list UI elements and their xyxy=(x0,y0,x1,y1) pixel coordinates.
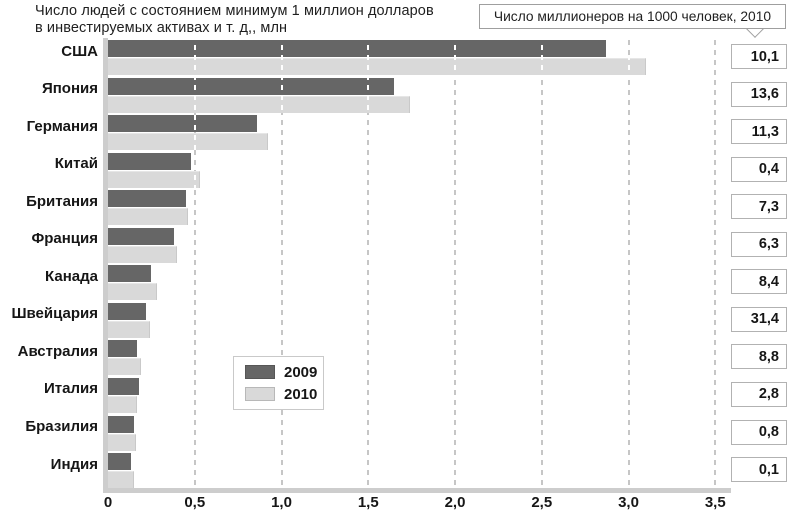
category-label: США xyxy=(61,42,98,60)
bar-2010 xyxy=(108,58,646,75)
gridline-overlay xyxy=(367,40,370,488)
bar-2009 xyxy=(108,302,147,320)
per-1000-value-box: 31,4 xyxy=(731,306,787,332)
x-axis-tick-label: 3,0 xyxy=(618,494,639,511)
category-label: Франция xyxy=(31,230,98,248)
x-axis-tick-label: 0 xyxy=(103,494,113,511)
bar-2009 xyxy=(108,340,138,358)
gridline-overlay xyxy=(193,40,196,488)
chart-title: Число людей с состоянием минимум 1 милли… xyxy=(35,3,434,37)
per-1000-value-box: 0,8 xyxy=(731,419,787,445)
bar-2010 xyxy=(108,395,138,413)
per-1000-value-box: 8,4 xyxy=(731,269,787,295)
chart-title-line1: Число людей с состоянием минимум 1 милли… xyxy=(35,3,434,19)
per-1000-value-box: 11,3 xyxy=(731,119,787,145)
bar-2009 xyxy=(108,190,187,208)
bar-2010 xyxy=(108,95,410,113)
bar-2009 xyxy=(108,77,395,95)
per-1000-value-box: 8,8 xyxy=(731,344,787,370)
category-label: Швейцария xyxy=(11,305,98,323)
bar-2009 xyxy=(108,377,140,395)
bar-2010 xyxy=(108,170,200,188)
x-axis-tick-label: 0,5 xyxy=(184,494,206,511)
bar-2009 xyxy=(108,415,135,433)
legend-entry-2009: 2009 xyxy=(245,364,323,381)
category-label: Австралия xyxy=(17,342,98,360)
bar-2009 xyxy=(108,152,192,170)
bar-2010 xyxy=(108,320,150,338)
category-label: Канада xyxy=(45,267,98,285)
x-axis-tick-label: 3,5 xyxy=(704,494,726,511)
legend-label-2009: 2009 xyxy=(284,363,318,381)
category-label: Германия xyxy=(26,117,98,135)
x-axis-tick-label: 2,5 xyxy=(531,494,553,511)
legend-label-2010: 2010 xyxy=(284,385,318,403)
per-1000-value-box: 6,3 xyxy=(731,231,787,257)
bar-2009 xyxy=(108,227,174,245)
gridline-overlay xyxy=(714,40,717,488)
per-1000-value-box: 0,4 xyxy=(731,156,787,182)
bar-2009 xyxy=(108,265,152,283)
bar-2010 xyxy=(108,208,188,226)
per-1000-value-box: 10,1 xyxy=(731,44,787,69)
per-1000-value-box: 13,6 xyxy=(731,81,787,107)
x-axis-tick-label: 2,0 xyxy=(444,494,466,511)
x-axis-tick-label: 1,0 xyxy=(271,494,292,511)
legend-swatch-2010 xyxy=(245,387,275,401)
category-label: Япония xyxy=(41,80,98,98)
bar-2010 xyxy=(108,245,178,263)
bar-2010 xyxy=(108,471,135,489)
bar-2010 xyxy=(108,283,157,301)
category-label: Италия xyxy=(44,380,98,398)
chart-title-line2: в инвестируемых активах и т. д,, млн xyxy=(35,20,288,36)
right-column-title: Число миллионеров на 1000 человек, 2010 xyxy=(493,9,772,24)
bar-2009 xyxy=(108,40,606,57)
legend: 2009 2010 xyxy=(233,356,324,410)
bar-2010 xyxy=(108,133,268,151)
gridline-overlay xyxy=(454,40,456,488)
x-axis-tick-label: 1,5 xyxy=(357,494,379,511)
gridline-overlay xyxy=(540,40,543,488)
per-1000-value-box: 0,1 xyxy=(731,457,787,483)
category-label: Китай xyxy=(54,155,98,173)
per-1000-value-box: 7,3 xyxy=(731,194,787,220)
bar-2009 xyxy=(108,115,258,133)
legend-swatch-2009 xyxy=(245,365,275,379)
legend-entry-2010: 2010 xyxy=(245,386,323,403)
y-axis-line xyxy=(103,38,108,492)
bar-2009 xyxy=(108,453,131,471)
category-label: Индия xyxy=(50,455,98,473)
gridline-overlay xyxy=(627,40,630,488)
right-column-title-box: Число миллионеров на 1000 человек, 2010 xyxy=(479,4,786,29)
category-label: Британия xyxy=(26,192,98,210)
bar-2010 xyxy=(108,358,141,376)
category-label: Бразилия xyxy=(25,418,98,435)
bar-2010 xyxy=(108,433,136,451)
gridline-overlay xyxy=(280,40,283,488)
per-1000-value-box: 2,8 xyxy=(731,381,787,407)
x-axis-line xyxy=(103,488,731,493)
